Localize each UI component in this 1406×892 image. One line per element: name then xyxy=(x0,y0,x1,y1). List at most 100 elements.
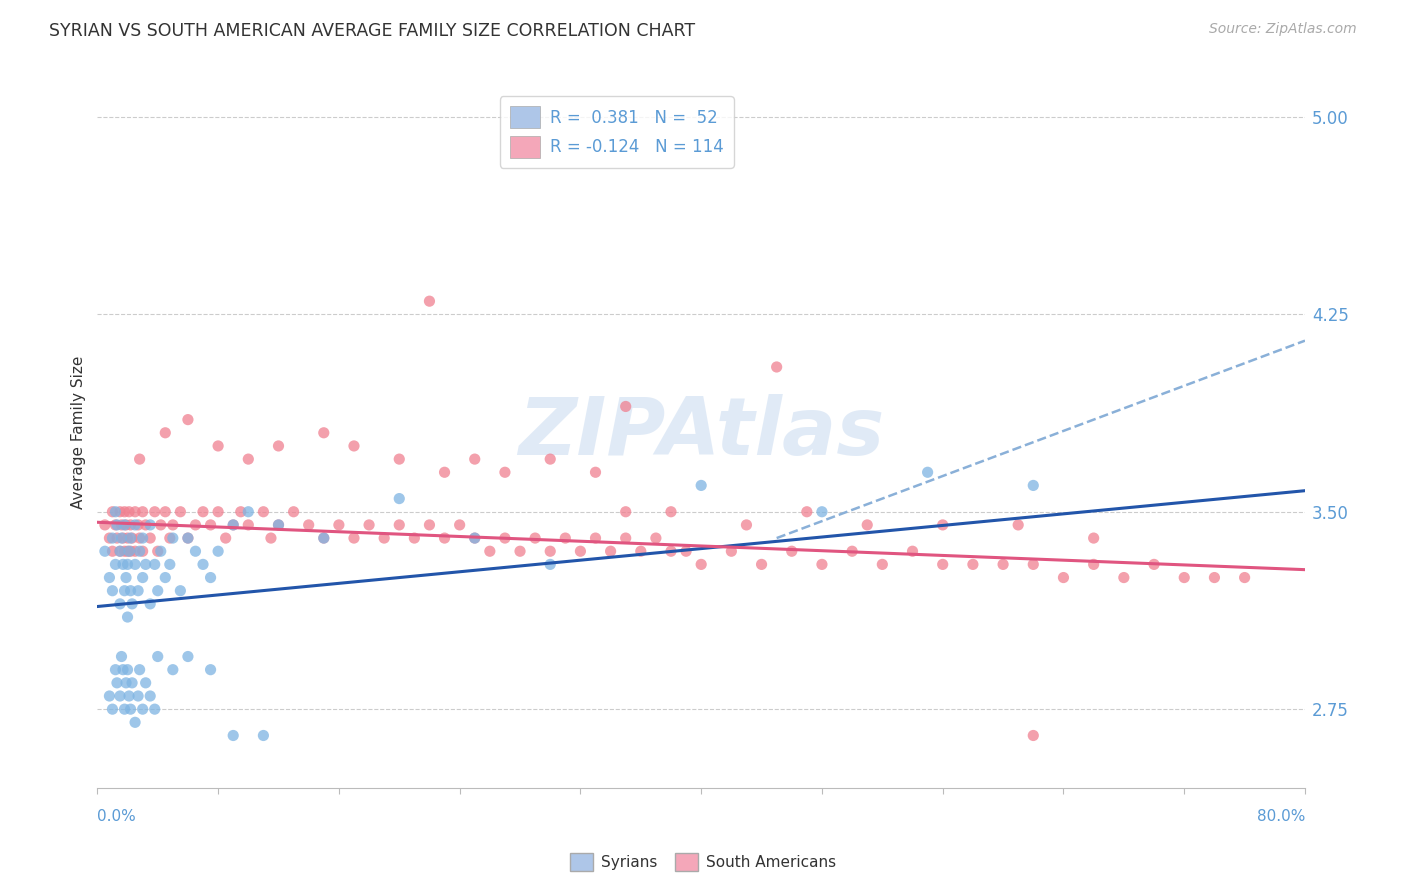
Point xyxy=(433,531,456,545)
Point xyxy=(146,544,169,558)
Point xyxy=(524,531,547,545)
Point xyxy=(98,689,121,703)
Point xyxy=(191,505,214,519)
Point xyxy=(124,558,146,572)
Point xyxy=(127,689,149,703)
Point xyxy=(159,558,181,572)
Point xyxy=(139,689,162,703)
Point xyxy=(872,558,894,572)
Point xyxy=(267,517,290,532)
Point xyxy=(1022,558,1045,572)
Point xyxy=(780,544,803,558)
Point xyxy=(135,558,157,572)
Point xyxy=(1233,570,1256,584)
Point xyxy=(162,531,184,545)
Point xyxy=(1143,558,1166,572)
Point xyxy=(114,544,136,558)
Point xyxy=(283,505,305,519)
Text: Source: ZipAtlas.com: Source: ZipAtlas.com xyxy=(1209,22,1357,37)
Point xyxy=(312,425,335,440)
Point xyxy=(139,517,162,532)
Point xyxy=(554,531,576,545)
Point xyxy=(449,517,471,532)
Point xyxy=(111,663,134,677)
Point xyxy=(104,517,127,532)
Point xyxy=(108,597,131,611)
Point xyxy=(931,558,953,572)
Point xyxy=(599,544,621,558)
Point xyxy=(222,729,245,743)
Point xyxy=(131,702,153,716)
Point xyxy=(856,517,879,532)
Point xyxy=(177,531,200,545)
Point xyxy=(931,517,953,532)
Point xyxy=(124,517,146,532)
Point xyxy=(98,531,121,545)
Point xyxy=(118,505,141,519)
Point xyxy=(614,531,637,545)
Point xyxy=(155,505,177,519)
Point xyxy=(720,544,742,558)
Point xyxy=(238,517,260,532)
Point xyxy=(585,531,607,545)
Point xyxy=(991,558,1014,572)
Point xyxy=(108,505,131,519)
Point xyxy=(115,676,138,690)
Point xyxy=(690,478,713,492)
Point xyxy=(120,583,142,598)
Point xyxy=(343,531,366,545)
Point xyxy=(115,570,138,584)
Point xyxy=(121,676,143,690)
Point xyxy=(538,558,561,572)
Point xyxy=(131,531,153,545)
Point xyxy=(433,465,456,479)
Point xyxy=(418,294,440,309)
Point xyxy=(388,491,411,506)
Point xyxy=(128,544,150,558)
Point xyxy=(131,544,153,558)
Point xyxy=(569,544,592,558)
Text: 0.0%: 0.0% xyxy=(97,809,136,824)
Point xyxy=(169,505,191,519)
Point xyxy=(162,517,184,532)
Point xyxy=(127,583,149,598)
Point xyxy=(117,558,139,572)
Point xyxy=(1173,570,1195,584)
Point xyxy=(143,702,166,716)
Point xyxy=(121,531,143,545)
Point xyxy=(267,439,290,453)
Point xyxy=(101,505,124,519)
Point xyxy=(131,505,153,519)
Point xyxy=(644,531,666,545)
Point xyxy=(494,531,516,545)
Point xyxy=(104,558,127,572)
Point xyxy=(110,531,132,545)
Point xyxy=(139,531,162,545)
Point xyxy=(184,517,207,532)
Legend: Syrians, South Americans: Syrians, South Americans xyxy=(564,847,842,877)
Point xyxy=(124,544,146,558)
Point xyxy=(114,583,136,598)
Point xyxy=(312,531,335,545)
Point xyxy=(108,689,131,703)
Point xyxy=(659,505,682,519)
Point xyxy=(120,702,142,716)
Point xyxy=(118,689,141,703)
Point xyxy=(1083,531,1105,545)
Point xyxy=(110,649,132,664)
Point xyxy=(191,558,214,572)
Point xyxy=(373,531,395,545)
Point xyxy=(222,517,245,532)
Point xyxy=(159,531,181,545)
Point xyxy=(155,570,177,584)
Point xyxy=(120,531,142,545)
Point xyxy=(120,517,142,532)
Point xyxy=(117,544,139,558)
Point xyxy=(538,544,561,558)
Text: SYRIAN VS SOUTH AMERICAN AVERAGE FAMILY SIZE CORRELATION CHART: SYRIAN VS SOUTH AMERICAN AVERAGE FAMILY … xyxy=(49,22,696,40)
Point xyxy=(1204,570,1226,584)
Point xyxy=(131,570,153,584)
Point xyxy=(267,517,290,532)
Point xyxy=(200,663,222,677)
Point xyxy=(177,649,200,664)
